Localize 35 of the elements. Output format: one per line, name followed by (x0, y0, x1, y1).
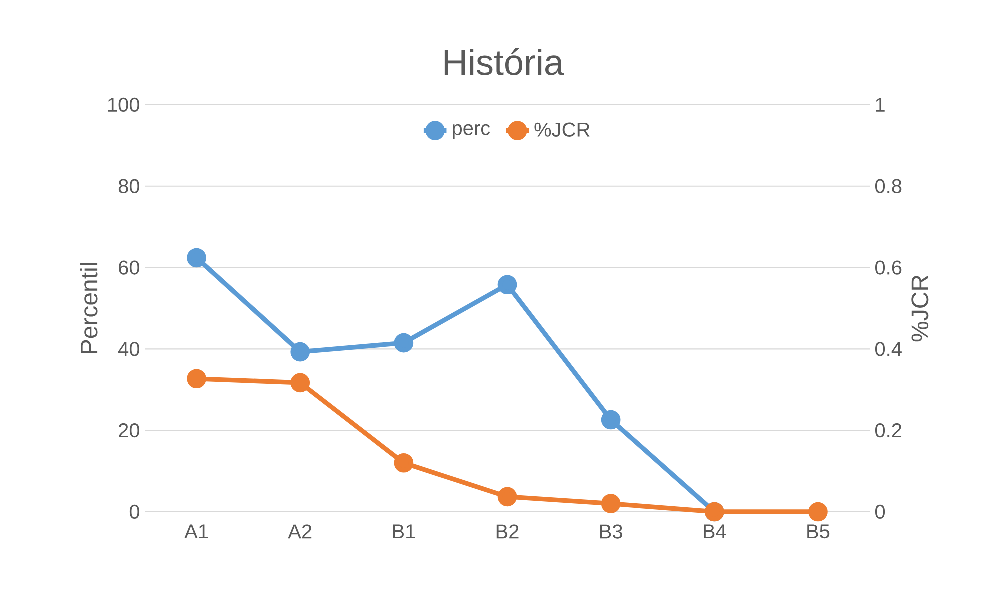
point (187, 248, 206, 268)
point (808, 502, 828, 522)
x-tick-label: B5 (808, 524, 830, 539)
y2-tick-label: 0.6 (875, 260, 902, 275)
x-tick-label: B3 (600, 524, 622, 539)
point (498, 487, 518, 507)
y2-tick-label: 0.8 (875, 179, 902, 194)
y2-tick-label: 0.2 (875, 424, 902, 438)
y-axis-title: Percentil (80, 263, 98, 354)
x-tick-label: B4 (704, 524, 726, 538)
point (601, 410, 621, 430)
x-tick-label: B1 (393, 524, 416, 538)
point (290, 373, 310, 393)
x-tick-label: A2 (288, 524, 312, 539)
point (498, 275, 518, 295)
legend-label: %JCR (534, 122, 590, 137)
y2-tick-label: 0.4 (875, 342, 902, 356)
point (187, 369, 206, 389)
x-tick-label: B2 (496, 524, 519, 539)
y-tick-label: 60 (119, 260, 140, 275)
point (290, 342, 310, 362)
y-tick-label: 40 (118, 342, 140, 356)
y2-axis-title: %JCR (912, 276, 929, 342)
point (394, 333, 414, 353)
y2-tick-label: 1 (876, 98, 885, 112)
legend-label: perc (453, 124, 490, 140)
y-tick-label: 20 (119, 424, 140, 438)
x-tick-label: A1 (184, 524, 208, 538)
y2-tick-label: 0 (875, 504, 886, 520)
y-tick-label: 100 (108, 98, 140, 112)
y-tick-label: 80 (118, 179, 140, 194)
point (394, 453, 414, 473)
point (601, 494, 621, 514)
y-tick-label: 0 (130, 504, 140, 520)
chart-title: História (444, 48, 564, 76)
